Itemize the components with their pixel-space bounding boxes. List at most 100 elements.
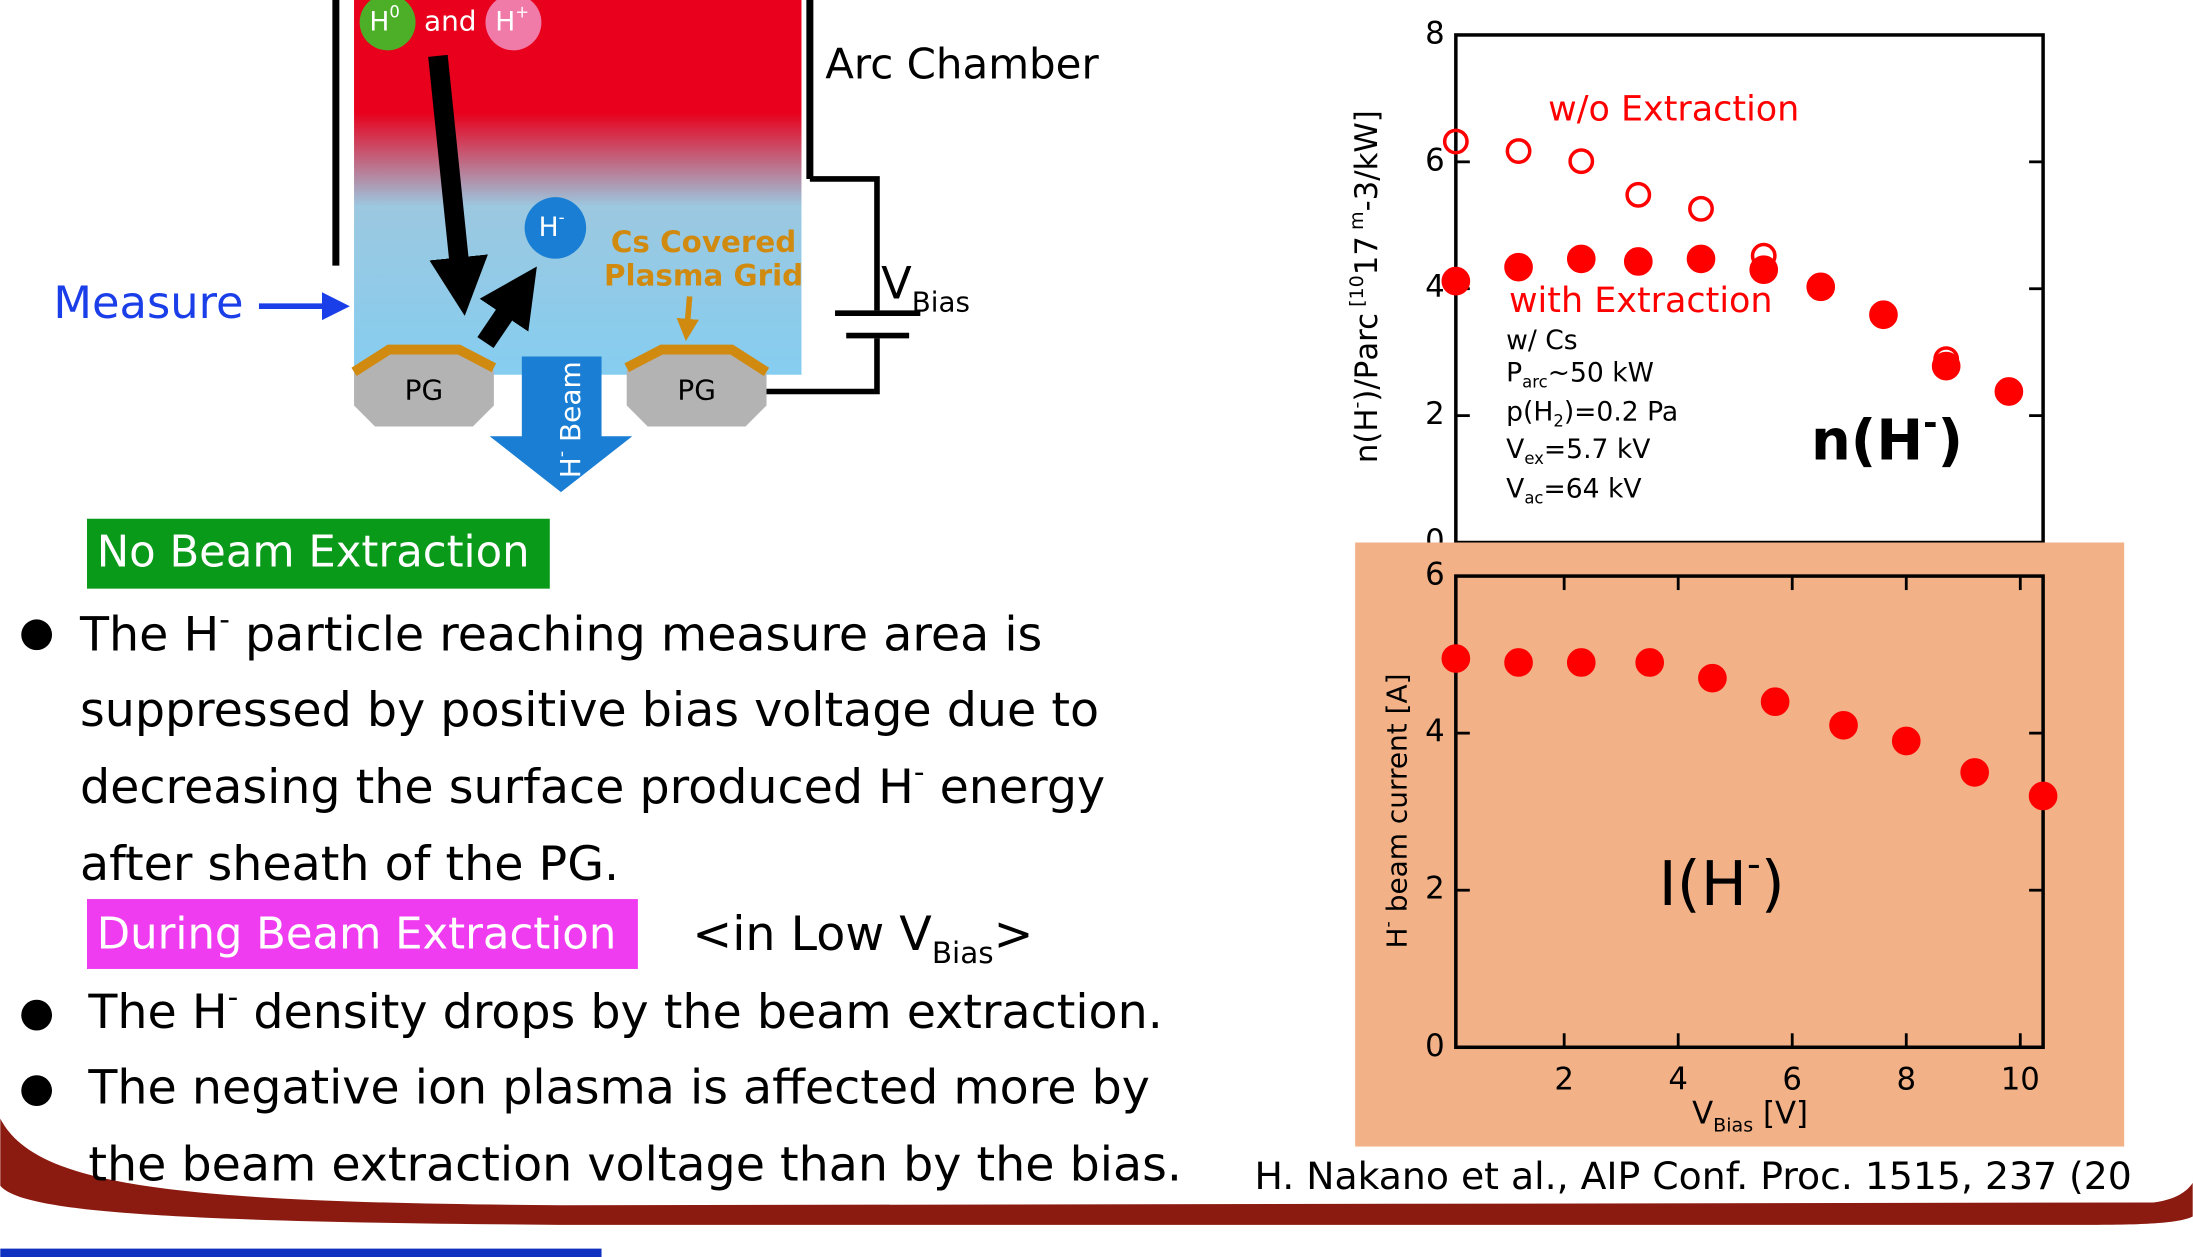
data-point: [1504, 648, 1533, 677]
h0-label: H0: [369, 2, 399, 37]
x-tick-label: 10: [2001, 1061, 2040, 1097]
bullet-text: decreasing the surface produced H- energ…: [80, 754, 1105, 814]
decor-line: [0, 1248, 602, 1257]
data-point: [1829, 710, 1858, 740]
text-part: H: [369, 6, 389, 37]
text-part: [10: [1345, 275, 1367, 313]
data-point: [1442, 128, 1469, 155]
data-point: [1869, 300, 1898, 330]
bullet-text: suppressed by positive bias voltage due …: [80, 683, 1099, 738]
text-part: ): [1761, 848, 1785, 920]
text-part: -3: [1348, 181, 1384, 212]
text-part: beam current [A]: [1381, 673, 1414, 921]
y-tick-label: 8: [1425, 15, 1445, 51]
text-part: w/ Cs: [1506, 325, 1577, 356]
x-axis-label: VBias [V]: [1692, 1095, 1808, 1136]
text-part: -: [228, 980, 239, 1014]
y-tick-label: 0: [1425, 1028, 1445, 1064]
data-point: [1441, 266, 1471, 296]
hplus-circle: [485, 0, 542, 51]
data-point: [1960, 758, 1990, 787]
text-part: >: [994, 907, 1034, 962]
beam-arrow: [489, 356, 633, 493]
cs-layer: [351, 344, 497, 377]
text-part: arc: [1522, 372, 1548, 391]
bullet-text: after sheath of the PG.: [80, 837, 619, 892]
text-part: suppressed by positive bias voltage due …: [80, 683, 1099, 738]
text-part: -: [1923, 404, 1937, 444]
text-part: V: [1692, 1095, 1713, 1131]
data-point: [1441, 644, 1471, 673]
text-part: density drops by the beam extraction.: [238, 985, 1163, 1040]
text-part: The negative ion plasma is affected more…: [87, 1061, 1149, 1116]
text-part: H: [495, 6, 515, 37]
data-point: [2028, 781, 2058, 811]
y-tick-label: 6: [1425, 557, 1445, 593]
data-point: [1568, 148, 1595, 175]
y-tick-label: 4: [1425, 714, 1445, 750]
chart-label: I(H-): [1659, 841, 1785, 920]
cs-grid-label: Plasma Grid: [604, 258, 803, 292]
reflected-arrow: [477, 266, 537, 349]
y-tick-label: 6: [1425, 142, 1445, 178]
data-point: [1688, 195, 1714, 222]
and-label: and: [424, 4, 477, 37]
text-part: /kW]: [1348, 110, 1384, 181]
series-label: with Extraction: [1509, 281, 1773, 321]
text-part: arc: [1348, 313, 1384, 361]
section-heading: No Beam Extraction: [97, 528, 530, 578]
text-part: -: [219, 602, 230, 636]
text-part: the beam extraction voltage than by the …: [88, 1138, 1182, 1193]
plasma-grid: [626, 352, 767, 427]
text-part: Beam: [554, 361, 587, 451]
cs-grid-label: Cs Covered: [611, 225, 796, 259]
text-part: ): [1938, 409, 1964, 474]
series-label: w/o Extraction: [1548, 89, 1799, 129]
text-part: <in Low V: [692, 907, 932, 962]
bullet-text: The H- density drops by the beam extract…: [87, 980, 1162, 1040]
text-part: )=0.2 Pa: [1564, 396, 1678, 427]
arc-chamber-label: Arc Chamber: [825, 40, 1099, 89]
bullet-text: The negative ion plasma is affected more…: [87, 1061, 1149, 1116]
text-part: ~50 kW: [1548, 357, 1654, 388]
data-point: [1625, 181, 1652, 208]
bullet: [21, 999, 53, 1031]
decor-swoosh: [0, 1118, 2193, 1225]
text-part: particle reaching measure area is: [230, 608, 1042, 663]
text-part: )/P: [1348, 361, 1384, 402]
bullet: [21, 1075, 53, 1106]
y-tick-label: 2: [1425, 396, 1445, 432]
text-part: [V]: [1753, 1095, 1808, 1131]
text-part: n(H: [1811, 409, 1923, 474]
text-part: H: [554, 457, 587, 478]
text-part: decreasing the surface produced H: [80, 760, 914, 815]
text-part: m: [1345, 211, 1367, 236]
text-part: P: [1506, 357, 1522, 388]
text-part: 17: [1348, 236, 1384, 275]
text-part: after sheath of the PG.: [80, 837, 619, 892]
y-axis-label: n(H-)/Parc [1017 m-3/kW]: [1345, 110, 1384, 463]
data-point: [1806, 272, 1836, 302]
heading-box: [86, 899, 638, 969]
text-part: I(H: [1659, 848, 1747, 920]
data-point: [1686, 244, 1716, 274]
data-point: [1623, 247, 1653, 276]
text-part: Bias: [1713, 1114, 1753, 1136]
chart-panel: [1355, 542, 2125, 1147]
pg-label: PG: [677, 374, 716, 407]
hminus-circle: [524, 197, 587, 259]
bias-wire: [765, 176, 880, 395]
x-tick-label: 6: [1782, 1061, 1802, 1097]
text-part: The H: [79, 608, 219, 663]
text-part: Bias: [912, 285, 970, 318]
text-part: 2: [1553, 411, 1563, 430]
bullet: [21, 619, 53, 651]
h0-circle: [359, 0, 416, 51]
hminus-label: H-: [539, 208, 565, 242]
text-part: energy: [924, 760, 1105, 815]
x-tick-label: 4: [1668, 1061, 1688, 1097]
text-part: +: [515, 2, 529, 21]
data-point: [1891, 726, 1921, 756]
